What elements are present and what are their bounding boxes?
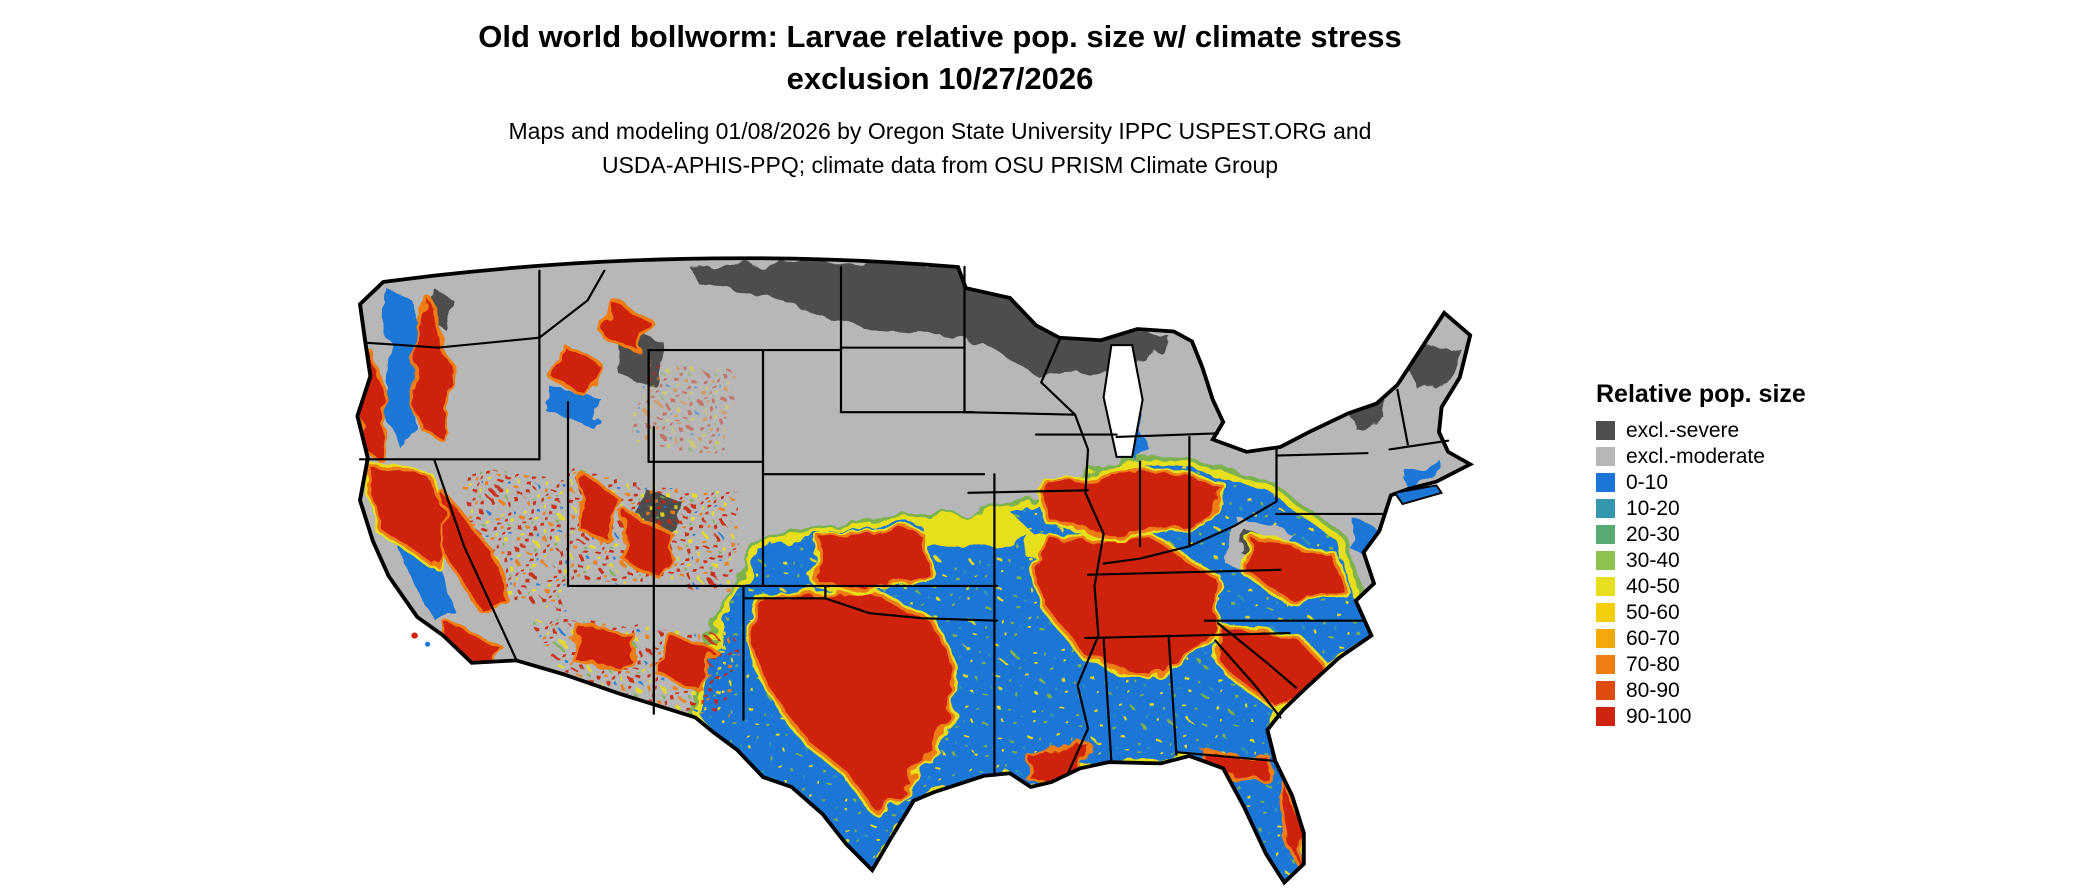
legend-label: excl.-severe	[1626, 419, 1740, 442]
legend-item: 10-20	[1596, 497, 1876, 520]
legend-swatch	[1596, 421, 1615, 440]
page-title: Old world bollworm: Larvae relative pop.…	[0, 16, 1880, 100]
legend-swatch	[1596, 629, 1615, 648]
legend: Relative pop. size excl.-severe excl.-mod…	[1596, 380, 1876, 731]
legend-item: 80-90	[1596, 679, 1876, 702]
legend-swatch	[1596, 577, 1615, 596]
legend-label: excl.-moderate	[1626, 445, 1765, 468]
legend-label: 20-30	[1626, 523, 1680, 546]
legend-item: 60-70	[1596, 627, 1876, 650]
long-island	[1393, 484, 1444, 506]
figure-header: Old world bollworm: Larvae relative pop.…	[0, 16, 1880, 182]
us-choropleth-map	[308, 226, 1556, 890]
legend-swatch	[1596, 499, 1615, 518]
title-line-2: exclusion 10/27/2026	[786, 61, 1094, 96]
legend-swatch	[1596, 603, 1615, 622]
legend-swatch	[1596, 655, 1615, 674]
legend-item: 50-60	[1596, 601, 1876, 624]
legend-swatch	[1596, 447, 1615, 466]
legend-item: 40-50	[1596, 575, 1876, 598]
legend-swatch	[1596, 551, 1615, 570]
legend-label: 10-20	[1626, 497, 1680, 520]
legend-item: 20-30	[1596, 523, 1876, 546]
subtitle-line-2: USDA-APHIS-PPQ; climate data from OSU PR…	[601, 152, 1279, 178]
legend-item: 70-80	[1596, 653, 1876, 676]
legend-item: excl.-moderate	[1596, 445, 1876, 468]
us-map-svg	[355, 256, 1473, 885]
subtitle-line-1: Maps and modeling 01/08/2026 by Oregon S…	[508, 118, 1372, 144]
title-line-1: Old world bollworm: Larvae relative pop.…	[478, 19, 1402, 54]
legend-label: 60-70	[1626, 627, 1680, 650]
legend-label: 80-90	[1626, 679, 1680, 702]
legend-items: excl.-severe excl.-moderate 0-10 10-20 20-30…	[1596, 419, 1876, 728]
legend-label: 40-50	[1626, 575, 1680, 598]
legend-label: 0-10	[1626, 471, 1669, 494]
legend-swatch	[1596, 707, 1615, 726]
legend-item: 30-40	[1596, 549, 1876, 572]
page-subtitle: Maps and modeling 01/08/2026 by Oregon S…	[0, 114, 1880, 182]
legend-swatch	[1596, 473, 1615, 492]
legend-swatch	[1596, 681, 1615, 700]
legend-title: Relative pop. size	[1596, 380, 1806, 408]
legend-label: 30-40	[1626, 549, 1680, 572]
legend-item: 0-10	[1596, 471, 1876, 494]
legend-label: 90-100	[1626, 705, 1692, 728]
legend-item: excl.-severe	[1596, 419, 1876, 442]
lake-michigan	[1102, 344, 1144, 458]
legend-item: 90-100	[1596, 705, 1876, 728]
legend-label: 50-60	[1626, 601, 1680, 624]
legend-label: 70-80	[1626, 653, 1680, 676]
raster-layers	[357, 258, 1471, 883]
state-borders	[358, 265, 1450, 777]
offshore-islands	[411, 484, 1444, 647]
legend-swatch	[1596, 525, 1615, 544]
